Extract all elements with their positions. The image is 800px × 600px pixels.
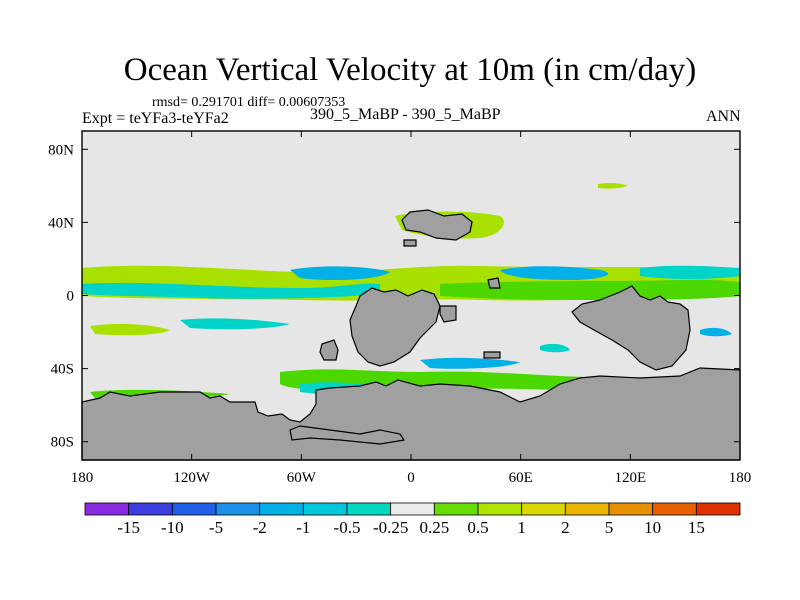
south-pacific-green-patch [90,323,170,336]
longitude-axis: 180 120W 60W 0 60E 120E 180 [71,131,752,486]
run-comparison-label: 390_5_MaBP - 390_5_MaBP [310,106,501,123]
land-africa-like [571,285,691,371]
south-indian-negative-patch [420,357,520,369]
colorbar-swatch [652,502,697,516]
lat-tick-label: 40S [51,362,74,378]
land-small-island-d [439,305,457,323]
land-south-america-like [349,287,441,367]
colorbar-label: -15 [117,518,140,537]
colorbar-label: -10 [161,518,184,537]
colorbar-swatch [215,502,261,516]
colorbar-swatch [477,502,523,516]
lat-tick-label: 80N [48,142,74,158]
colorbar-swatch [171,502,217,516]
colorbar-swatch [521,502,566,516]
colorbar-label: 0.25 [419,518,449,537]
colorbar-swatch [390,502,435,516]
eastern-cyan-patch [640,265,740,279]
land-small-island-b [487,277,501,289]
colorbar-swatch [608,502,654,516]
plot-title: Ocean Vertical Velocity at 10m (in cm/da… [123,52,697,88]
lat-tick-label: 0 [67,289,75,305]
colorbar-swatch [346,502,392,516]
lon-tick-label: 180 [729,470,752,486]
colorbar-label: -0.5 [334,518,361,537]
colorbar-swatch [128,502,173,516]
lat-tick-label: 40N [48,215,74,231]
land-antarctica [81,367,741,461]
colorbar: -15 -10 -5 -2 -1 -0.5 -0.25 0.25 0.5 1 2 5 10 15 [84,502,741,537]
colorbar-swatch [259,502,304,516]
land-masses [81,209,741,461]
lon-tick-label: 120W [173,470,211,486]
small-cyan-patch-a [540,343,570,353]
lon-tick-label: 180 [71,470,94,486]
colorbar-swatch [564,502,610,516]
colorbar-label: -1 [296,518,310,537]
lon-tick-label: 60E [509,470,533,486]
colorbar-label: 1 [517,518,526,537]
lon-tick-label: 60W [287,470,317,486]
colorbar-label: 2 [561,518,570,537]
south-pacific-cyan-patch [180,318,290,330]
experiment-label: Expt = teYFa3-teYFa2 [82,110,229,127]
north-small-green-patch [598,182,628,189]
east-pacific-positive-band [440,279,740,300]
colorbar-label: 5 [605,518,614,537]
small-cyan-patch-b [700,327,732,337]
season-label: ANN [706,108,741,125]
rmsd-diff-stats: rmsd= 0.291701 diff= 0.00607353 [152,95,346,110]
latitude-axis: 80N 40N 0 40S 80S [48,142,740,451]
colorbar-swatch [302,502,348,516]
west-pacific-negative-patch [290,266,390,280]
lat-tick-label: 80S [51,435,74,451]
colorbar-label: -5 [209,518,223,537]
land-small-island-e [319,339,339,361]
equatorial-negative-band [82,282,380,299]
colorbar-swatch [695,502,741,516]
lon-tick-label: 0 [407,470,415,486]
colorbar-label: 0.5 [467,518,488,537]
colorbar-label: 10 [644,518,661,537]
land-north-island [401,209,473,241]
atlantic-negative-patch [500,266,609,280]
colorbar-swatch [433,502,479,516]
lon-tick-label: 120E [614,470,646,486]
colorbar-swatch [84,502,130,516]
land-antarctic-shelf [289,425,406,445]
land-small-island-c [483,351,501,359]
colorbar-label: 15 [688,518,705,537]
colorbar-label: -0.25 [373,518,408,537]
colorbar-label: -2 [253,518,267,537]
land-small-island-a [403,239,417,247]
